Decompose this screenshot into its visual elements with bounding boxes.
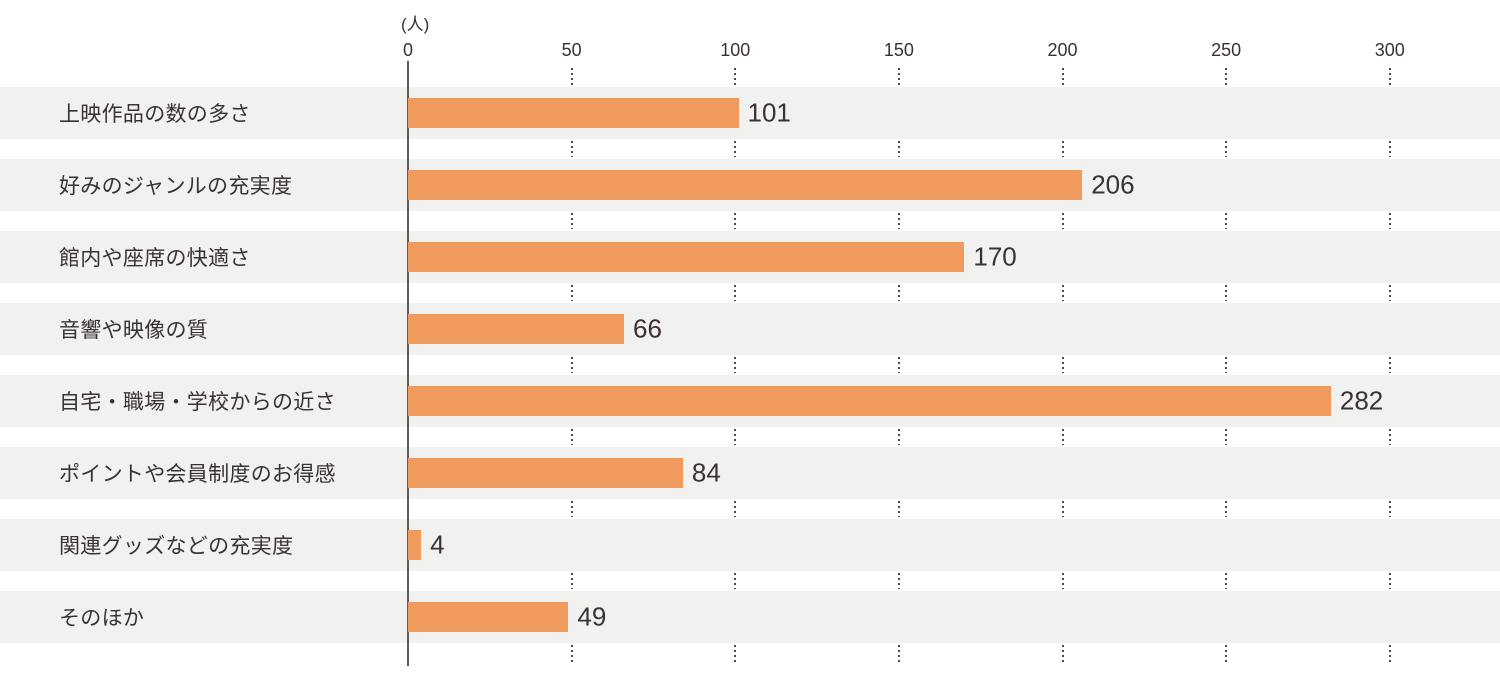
category-label: 館内や座席の快適さ xyxy=(59,247,251,270)
gridline-segment xyxy=(734,68,737,85)
bar xyxy=(408,98,739,128)
gridline-segment xyxy=(1225,141,1228,157)
gridline-segment xyxy=(1225,68,1228,85)
x-tick-label: 0 xyxy=(402,40,414,60)
bar xyxy=(408,170,1083,200)
gridline-segment xyxy=(570,285,573,301)
gridline-segment xyxy=(1388,501,1391,517)
gridline-segment xyxy=(570,573,573,589)
gridline-segment xyxy=(1061,68,1064,85)
category-label: 音響や映像の質 xyxy=(59,319,209,342)
gridline-segment xyxy=(1225,429,1228,445)
gridline-segment xyxy=(570,429,573,445)
gridline-segment xyxy=(570,645,573,665)
gridline-segment xyxy=(1388,573,1391,589)
x-tick-label: 100 xyxy=(720,40,751,60)
x-tick-label: 300 xyxy=(1374,40,1405,60)
gridline-segment xyxy=(1388,645,1391,665)
value-label: 282 xyxy=(1339,385,1384,416)
gridline-segment xyxy=(897,501,900,517)
x-tick-label: 50 xyxy=(561,40,582,60)
bar xyxy=(408,386,1331,416)
gridline-segment xyxy=(1061,357,1064,373)
category-label: 自宅・職場・学校からの近さ xyxy=(59,391,336,414)
category-label: そのほか xyxy=(59,607,145,630)
gridline-segment xyxy=(897,285,900,301)
gridline-segment xyxy=(1388,285,1391,301)
gridline-segment xyxy=(1061,141,1064,157)
chart-row-band: 上映作品の数の多さ 101 xyxy=(0,87,1500,139)
gridline-segment xyxy=(1225,357,1228,373)
gridline-segment xyxy=(897,357,900,373)
gridline-segment xyxy=(570,357,573,373)
y-axis-line xyxy=(407,61,409,666)
chart-row-band: 音響や映像の質 66 xyxy=(0,303,1500,355)
gridline-segment xyxy=(734,213,737,229)
chart-row-band: そのほか 49 xyxy=(0,591,1500,643)
gridline-segment xyxy=(1225,573,1228,589)
bar xyxy=(408,458,683,488)
gridline-segment xyxy=(734,285,737,301)
gridline-segment xyxy=(734,573,737,589)
category-label: 好みのジャンルの充実度 xyxy=(59,175,293,198)
bar xyxy=(408,314,624,344)
gridline-segment xyxy=(734,501,737,517)
value-label: 4 xyxy=(430,529,445,560)
category-label: ポイントや会員制度のお得感 xyxy=(59,463,336,486)
x-tick-label: 150 xyxy=(883,40,914,60)
gridline-segment xyxy=(897,213,900,229)
gridline-segment xyxy=(570,68,573,85)
gridline-segment xyxy=(1225,501,1228,517)
gridline-segment xyxy=(897,573,900,589)
category-label: 関連グッズなどの充実度 xyxy=(59,535,294,558)
x-tick-label: 200 xyxy=(1047,40,1078,60)
bar xyxy=(408,242,965,272)
gridline-segment xyxy=(897,68,900,85)
gridline-segment xyxy=(1388,357,1391,373)
gridline-segment xyxy=(1388,141,1391,157)
gridline-segment xyxy=(570,141,573,157)
value-label: 170 xyxy=(973,241,1017,272)
gridline-segment xyxy=(1061,573,1064,589)
value-label: 49 xyxy=(577,601,607,632)
gridline-segment xyxy=(570,213,573,229)
gridline-segment xyxy=(1388,429,1391,445)
gridline-segment xyxy=(1061,213,1064,229)
chart-row-band: 館内や座席の快適さ 170 xyxy=(0,231,1500,283)
chart-row-band: 好みのジャンルの充実度 206 xyxy=(0,159,1500,211)
gridline-segment xyxy=(897,645,900,665)
gridline-segment xyxy=(570,501,573,517)
chart-row-band: 関連グッズなどの充実度 4 xyxy=(0,519,1500,571)
gridline-segment xyxy=(1225,645,1228,665)
chart-row-band: ポイントや会員制度のお得感 84 xyxy=(0,447,1500,499)
chart-row-band: 自宅・職場・学校からの近さ 282 xyxy=(0,375,1500,427)
gridline-segment xyxy=(897,429,900,445)
gridline-segment xyxy=(1388,213,1391,229)
category-label: 上映作品の数の多さ xyxy=(59,103,251,126)
value-label: 66 xyxy=(633,313,662,344)
gridline-segment xyxy=(1061,645,1064,665)
bar xyxy=(408,602,569,632)
axis-unit-label: (人) xyxy=(401,15,430,34)
bar xyxy=(408,530,422,560)
gridline-segment xyxy=(1225,285,1228,301)
value-label: 101 xyxy=(747,97,791,128)
x-tick-label: 250 xyxy=(1211,40,1242,60)
value-label: 84 xyxy=(691,457,721,488)
gridline-segment xyxy=(1061,501,1064,517)
gridline-segment xyxy=(734,141,737,157)
gridline-segment xyxy=(734,645,737,665)
gridline-segment xyxy=(897,141,900,157)
gridline-segment xyxy=(734,357,737,373)
gridline-segment xyxy=(1388,68,1391,85)
gridline-segment xyxy=(1061,429,1064,445)
gridline-segment xyxy=(734,429,737,445)
gridline-segment xyxy=(1225,213,1228,229)
value-label: 206 xyxy=(1091,169,1135,200)
gridline-segment xyxy=(1061,285,1064,301)
